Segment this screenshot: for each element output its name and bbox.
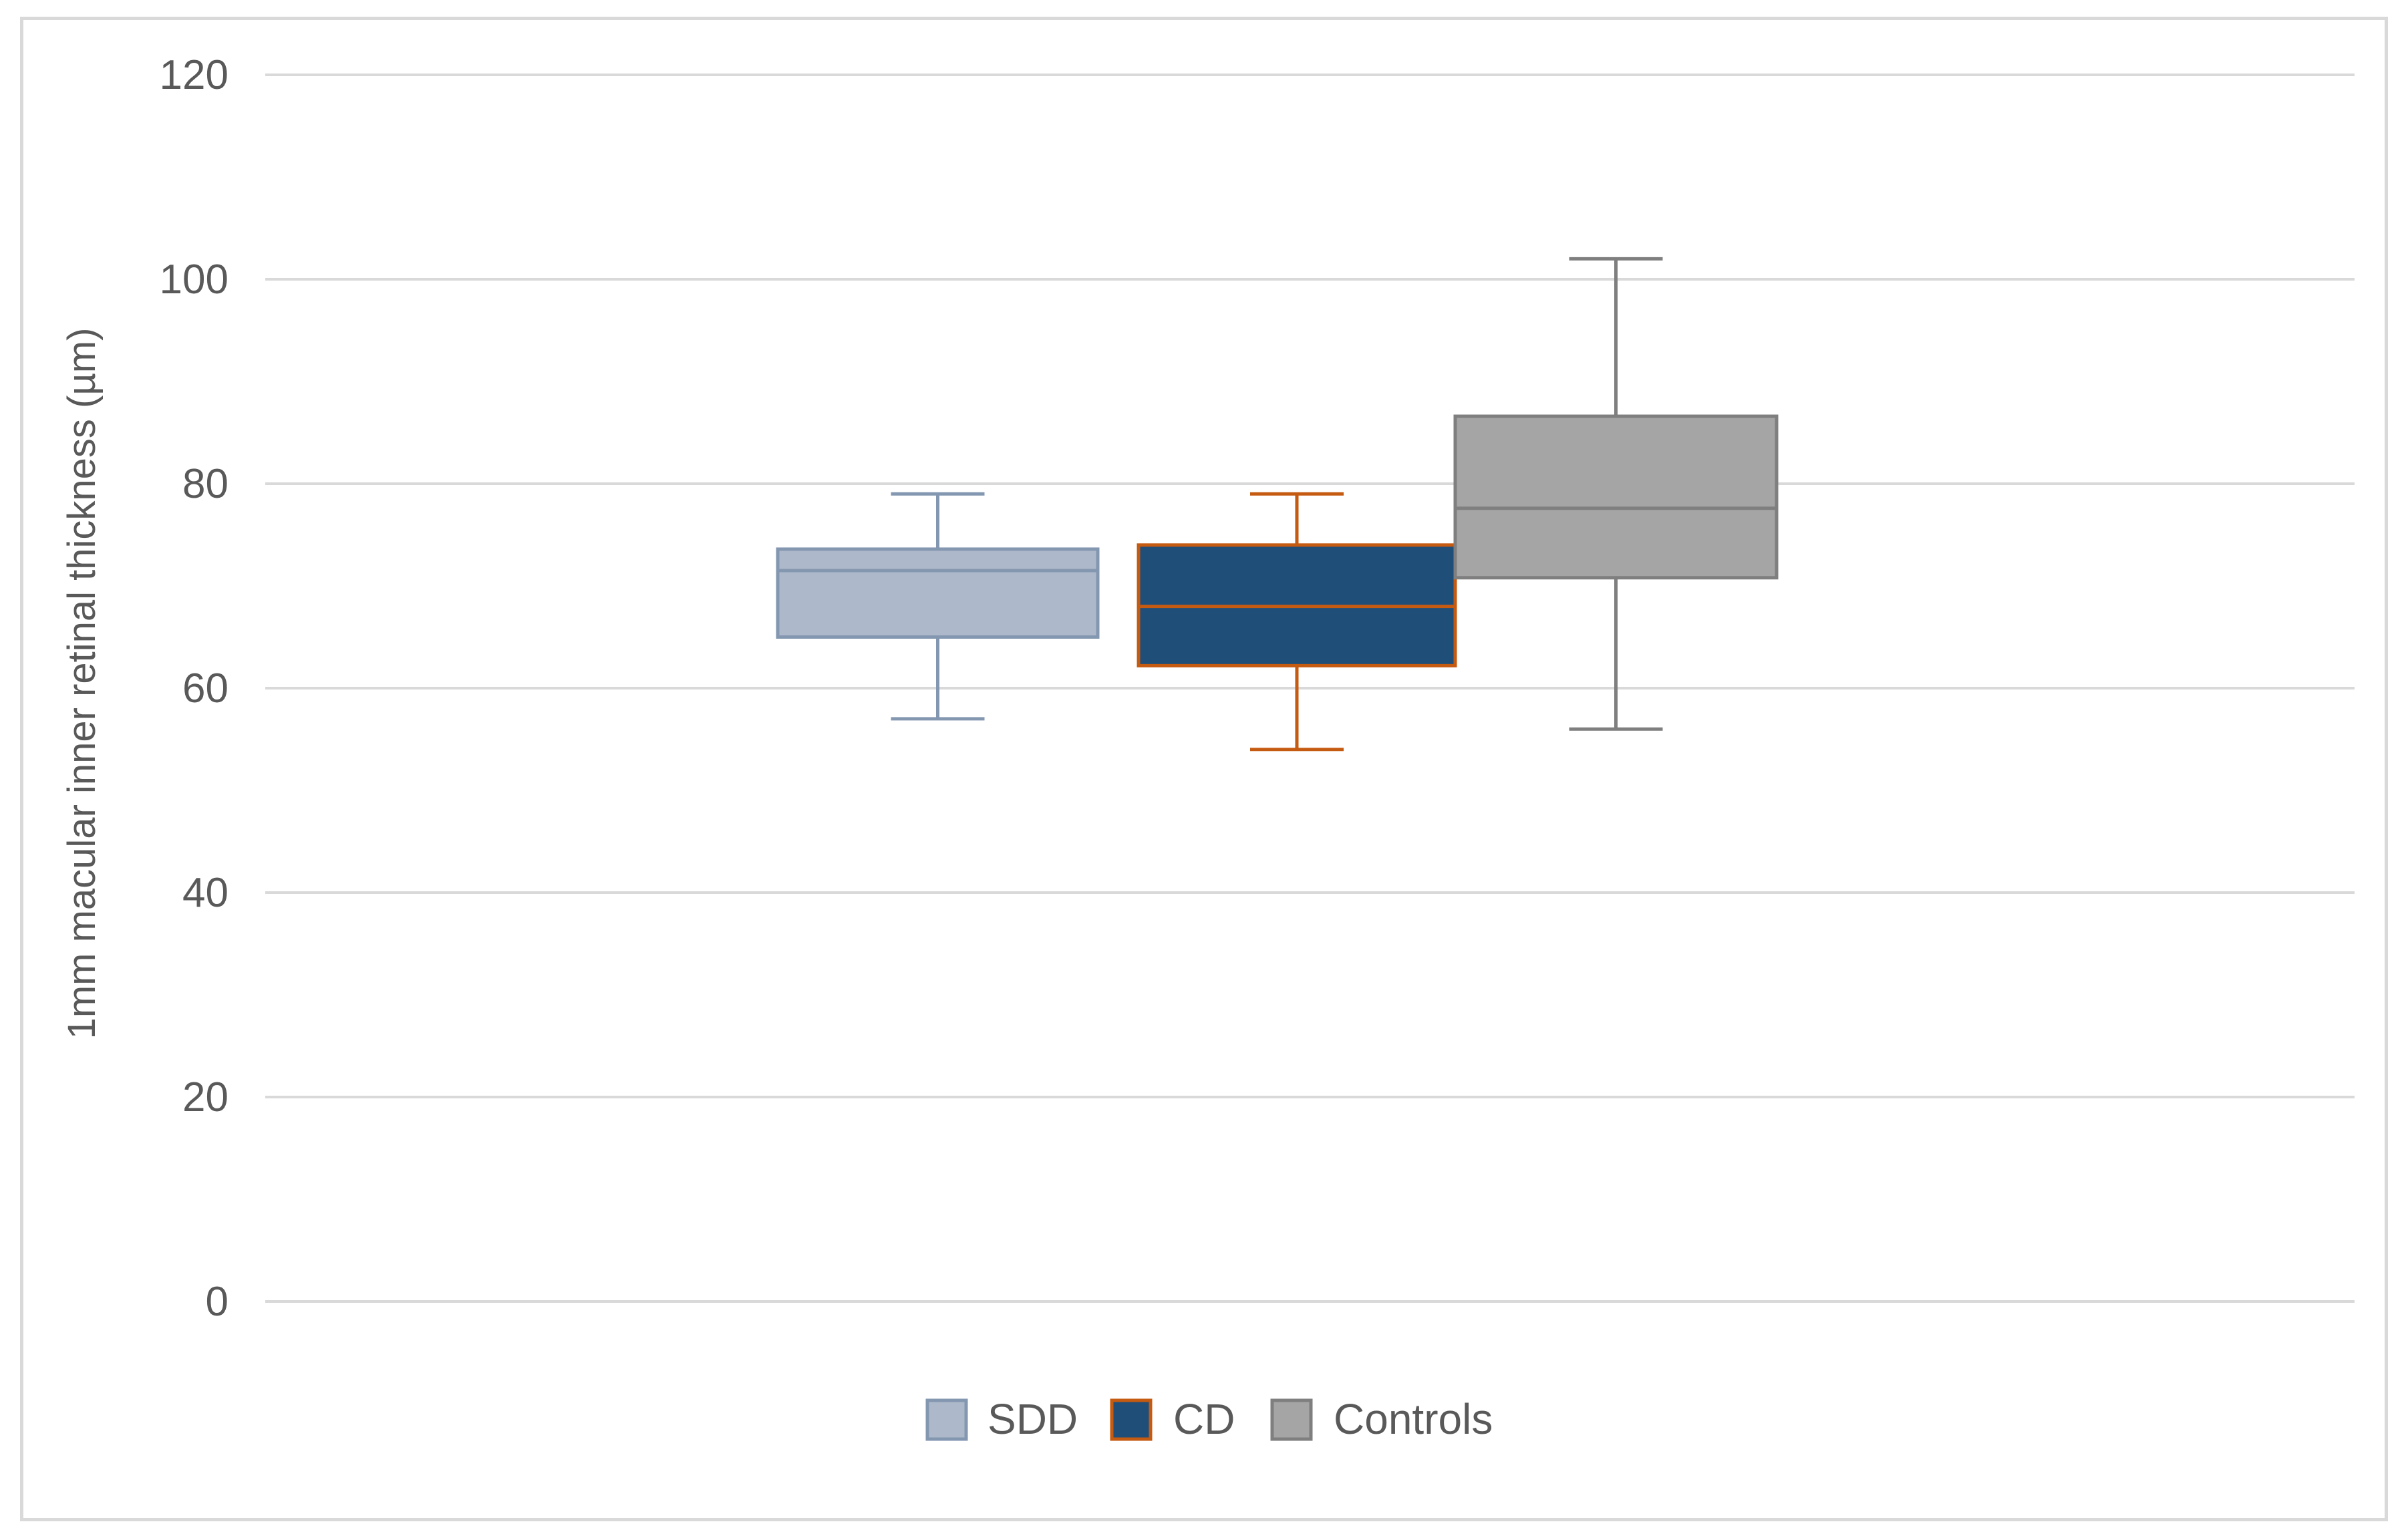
box-plots (776, 257, 1779, 752)
y-axis-ticks: 0 20 40 60 80 100 120 (160, 52, 229, 1325)
legend-label-cd: CD (1173, 1395, 1235, 1443)
legend-swatch-controls (1270, 1398, 1313, 1441)
box-cd (1137, 492, 1457, 752)
box-controls (1453, 257, 1779, 731)
y-tick-label-40: 40 (182, 870, 229, 916)
legend-label-sdd: SDD (988, 1395, 1078, 1443)
y-tick-label-80: 80 (182, 461, 229, 507)
box-body (1453, 414, 1779, 580)
gridlines (265, 73, 2355, 1303)
y-tick-label-60: 60 (182, 665, 229, 712)
y-tick-label-120: 120 (160, 52, 229, 98)
y-axis-title: 1mm macular inner retinal thickness (µm) (60, 328, 104, 1040)
legend-swatch-sdd (925, 1398, 968, 1441)
chart-frame (20, 17, 2388, 1521)
legend: SDD CD Controls (925, 1395, 1493, 1443)
box-sdd (776, 492, 1100, 721)
legend-swatch-cd (1110, 1398, 1153, 1441)
legend-label-controls: Controls (1334, 1395, 1493, 1443)
y-tick-label-20: 20 (182, 1074, 229, 1120)
y-tick-label-100: 100 (160, 257, 229, 303)
y-tick-label-0: 0 (206, 1279, 229, 1325)
box-body (776, 547, 1100, 639)
